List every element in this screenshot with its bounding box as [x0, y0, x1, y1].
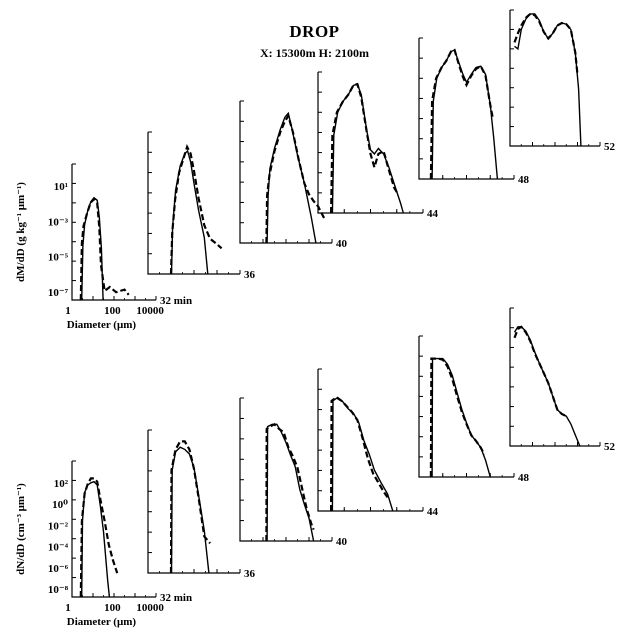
panel-time-label: 32 min	[160, 295, 192, 307]
series-solid-line	[266, 423, 315, 542]
y-tick-label: 10¹	[54, 181, 68, 193]
panel-axes	[147, 430, 240, 574]
y-tick-label: 10⁻⁷	[48, 287, 69, 299]
series-dashed-line	[429, 357, 486, 478]
panel-axes	[71, 461, 156, 598]
x-axis-label: Diameter (μm)	[67, 319, 137, 331]
series-dashed-line	[513, 12, 579, 75]
panel-axes	[147, 132, 240, 275]
panel-time-label: 44	[427, 506, 439, 518]
panel-time-label: 40	[336, 536, 348, 548]
x-tick-label: 1	[65, 602, 71, 614]
series-dashed-line	[265, 422, 315, 542]
series-dashed-line	[330, 82, 400, 214]
panel-axes	[418, 336, 514, 478]
y-tick-label: 10⁻³	[48, 216, 69, 228]
series-dashed-line	[169, 144, 223, 275]
chart-title: DROP	[289, 22, 340, 41]
series-dashed-line	[513, 325, 567, 418]
y-tick-label: 10²	[54, 478, 69, 490]
y-tick-label: 10⁰	[52, 499, 68, 511]
series-dashed-line	[265, 113, 327, 244]
panel-time-label: 32 min	[160, 592, 192, 604]
y-tick-label: 10⁻⁸	[48, 584, 69, 596]
x-axis-label: Diameter (μm)	[67, 616, 137, 628]
panel-time-label: 44	[427, 208, 439, 220]
panel-time-label: 36	[244, 568, 256, 580]
chart-subtitle: X: 15300m H: 2100m	[260, 46, 369, 60]
y-axis-label: dN/dD (cm⁻³ μm⁻¹)	[15, 483, 27, 575]
x-tick-label: 10000	[136, 602, 164, 614]
series-solid-line	[331, 396, 394, 512]
y-tick-label: 10⁻⁶	[48, 563, 69, 575]
x-tick-label: 100	[104, 305, 121, 317]
y-tick-label: 10⁻²	[48, 520, 69, 532]
x-tick-label: 10000	[136, 305, 164, 317]
y-tick-label: 10⁻⁴	[48, 542, 69, 554]
series-dashed-line	[169, 440, 211, 574]
series-solid-line	[431, 49, 499, 180]
panel-time-label: 48	[518, 472, 530, 484]
series-dashed-line	[79, 197, 130, 301]
panel-time-label: 36	[244, 269, 256, 281]
panel-time-label: 52	[604, 441, 616, 453]
series-solid-line	[266, 111, 317, 244]
panel-time-label: 52	[604, 141, 616, 153]
x-tick-label: 100	[104, 602, 121, 614]
x-tick-label: 1	[65, 305, 71, 317]
series-solid-line	[431, 357, 491, 478]
panel-axes	[317, 369, 423, 512]
panel-time-label: 48	[518, 174, 530, 186]
series-solid-line	[81, 480, 111, 598]
series-dashed-line	[429, 48, 494, 180]
series-dashed-line	[330, 396, 389, 512]
series-solid-line	[513, 326, 581, 447]
panel-time-label: 40	[336, 238, 348, 250]
series-solid-line	[170, 446, 210, 574]
y-tick-label: 10⁻⁵	[48, 252, 69, 264]
y-axis-label: dM/dD (g kg⁻¹ μm⁻¹)	[15, 182, 27, 282]
series-solid-line	[170, 149, 209, 275]
series-dashed-line	[79, 477, 119, 598]
